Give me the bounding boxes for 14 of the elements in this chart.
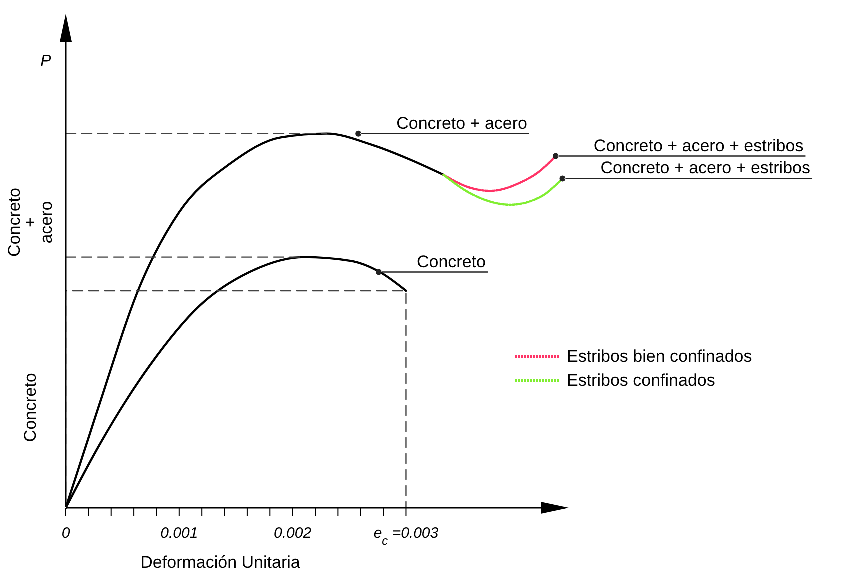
- x-axis-title: Deformación Unitaria: [140, 553, 301, 572]
- x-tick-label: 0: [62, 525, 71, 542]
- legend-label: Estribos bien confinados: [567, 346, 752, 368]
- annotation: Concreto + acero + estribos: [600, 158, 811, 178]
- y-axis-title: P: [40, 53, 52, 70]
- annotation: Concreto + acero + estribos: [594, 136, 804, 156]
- annotation: Concreto + acero: [396, 114, 528, 133]
- x-tick-label: 0.002: [274, 525, 312, 542]
- text: Concreto: [21, 373, 40, 442]
- text: Concreto + acero: [5, 188, 56, 258]
- annotation: Concreto: [417, 252, 486, 272]
- legend-label: Estribos confinados: [567, 370, 716, 392]
- x-tick-label: e$_{c}$ =0.003: [374, 525, 440, 548]
- x-tick-label: 0.001: [160, 525, 198, 542]
